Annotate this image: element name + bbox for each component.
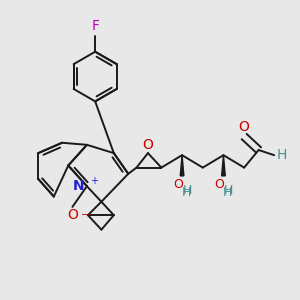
Text: N: N bbox=[73, 179, 85, 193]
Text: H: H bbox=[276, 148, 286, 162]
Text: O: O bbox=[173, 178, 183, 191]
Text: H: H bbox=[223, 186, 232, 199]
Text: O: O bbox=[239, 121, 250, 134]
Text: H: H bbox=[224, 184, 233, 197]
Text: O: O bbox=[67, 208, 78, 222]
Text: F: F bbox=[91, 19, 99, 33]
Text: O: O bbox=[142, 138, 153, 152]
Polygon shape bbox=[180, 155, 184, 176]
Text: −: − bbox=[81, 210, 90, 220]
Text: H: H bbox=[183, 184, 192, 197]
Polygon shape bbox=[222, 155, 225, 176]
Text: H: H bbox=[182, 186, 191, 199]
Text: O: O bbox=[214, 178, 224, 191]
Text: +: + bbox=[90, 176, 98, 186]
